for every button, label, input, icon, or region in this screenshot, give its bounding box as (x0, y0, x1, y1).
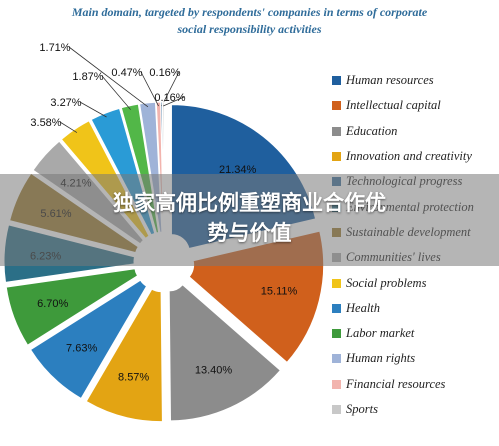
legend-label: Social problems (346, 275, 427, 290)
legend-item: Social problems (332, 270, 499, 295)
leader-line (101, 75, 131, 110)
slice-value-label: 1.87% (72, 71, 103, 83)
leader-line (59, 121, 78, 133)
slice-value-label: 6.70% (37, 298, 68, 310)
legend-label: Sports (346, 402, 378, 416)
legend-label: Intellectual capital (346, 98, 441, 113)
legend-item: Innovation and creativity (332, 144, 499, 169)
legend-label: Health (346, 300, 381, 315)
slice-value-label: 0.47% (111, 67, 142, 79)
slice-value-label: 3.27% (50, 97, 81, 109)
legend-swatch (332, 152, 341, 162)
legend-swatch (332, 354, 341, 364)
promo-banner-text: 独家高佣比例重塑商业合作优 势与价值 (0, 188, 499, 248)
pie-slice (168, 284, 282, 422)
pie-slice (29, 279, 148, 400)
legend-label: Innovation and creativity (346, 149, 472, 164)
slice-value-label: 7.63% (66, 342, 97, 354)
legend-label: Human rights (346, 351, 416, 366)
legend-item: Education (332, 119, 499, 144)
pie-slice (85, 288, 163, 423)
leader-line (140, 71, 159, 107)
legend-swatch (332, 405, 341, 414)
legend-swatch (332, 278, 341, 288)
slice-value-label: 21.34% (219, 164, 257, 176)
legend-swatch (332, 303, 341, 313)
pie-slice (5, 268, 139, 346)
slice-value-label: 1.71% (39, 42, 70, 54)
legend-item: Financial resources (332, 372, 499, 397)
legend-swatch (332, 126, 341, 136)
legend-item: Health (332, 296, 499, 321)
chart-title: Main domain, targeted by respondents' co… (0, 4, 499, 38)
slice-value-label: 3.58% (30, 117, 61, 129)
slice-value-label: 8.57% (118, 372, 149, 384)
leader-line (79, 101, 107, 118)
legend-item: Human resources (332, 68, 499, 93)
legend-label: Financial resources (346, 376, 446, 391)
leader-line (161, 71, 180, 107)
legend-swatch (332, 329, 341, 339)
slice-value-label: 15.11% (261, 286, 298, 298)
legend-item: Intellectual capital (332, 93, 499, 118)
legend-label: Human resources (346, 73, 434, 88)
slice-value-label: 0.16% (154, 92, 185, 104)
legend-swatch (332, 101, 341, 111)
leader-line (68, 46, 149, 108)
legend-item: Sports (332, 397, 499, 422)
slice-value-label: 0.16% (149, 67, 180, 79)
slice-value-label: 13.40% (195, 365, 233, 377)
legend-item: Labor market (332, 321, 499, 346)
chart-title-line-2: social responsibility activities (177, 22, 322, 36)
legend-swatch (332, 76, 341, 86)
legend-item: Human rights (332, 346, 499, 371)
legend-label: Education (346, 123, 398, 138)
chart-title-line-1: Main domain, targeted by respondents' co… (71, 5, 428, 19)
promo-banner-line-1: 独家高佣比例重塑商业合作优 (113, 191, 386, 215)
leader-line (163, 96, 185, 107)
promo-banner (0, 174, 499, 266)
promo-banner-line-2: 势与价值 (207, 221, 292, 245)
legend-swatch (332, 379, 341, 389)
legend-label: Labor market (346, 326, 415, 341)
